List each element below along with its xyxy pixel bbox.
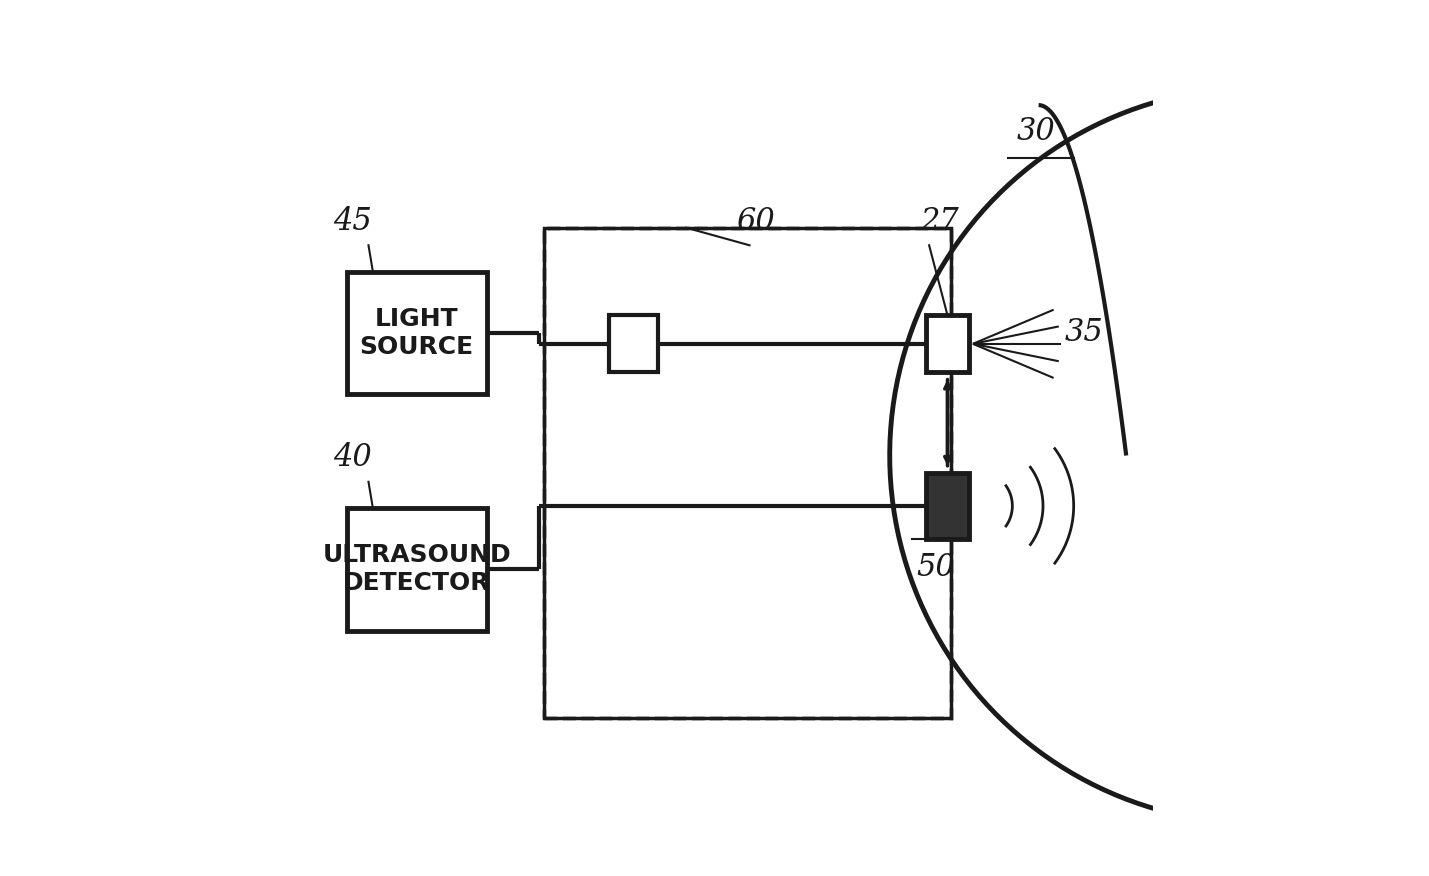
- FancyBboxPatch shape: [926, 315, 969, 372]
- FancyBboxPatch shape: [347, 508, 487, 631]
- FancyBboxPatch shape: [347, 272, 487, 394]
- Text: 30: 30: [1016, 116, 1056, 147]
- Text: 50: 50: [916, 552, 955, 583]
- Text: LIGHT
SOURCE: LIGHT SOURCE: [360, 307, 474, 359]
- Text: 27: 27: [920, 206, 959, 237]
- FancyBboxPatch shape: [926, 473, 969, 539]
- Text: 35: 35: [1065, 317, 1103, 349]
- Text: ULTRASOUND
DETECTOR: ULTRASOUND DETECTOR: [323, 543, 512, 596]
- Text: 40: 40: [333, 442, 372, 473]
- Text: 45: 45: [333, 206, 372, 237]
- FancyBboxPatch shape: [609, 315, 657, 372]
- Text: 60: 60: [736, 206, 775, 237]
